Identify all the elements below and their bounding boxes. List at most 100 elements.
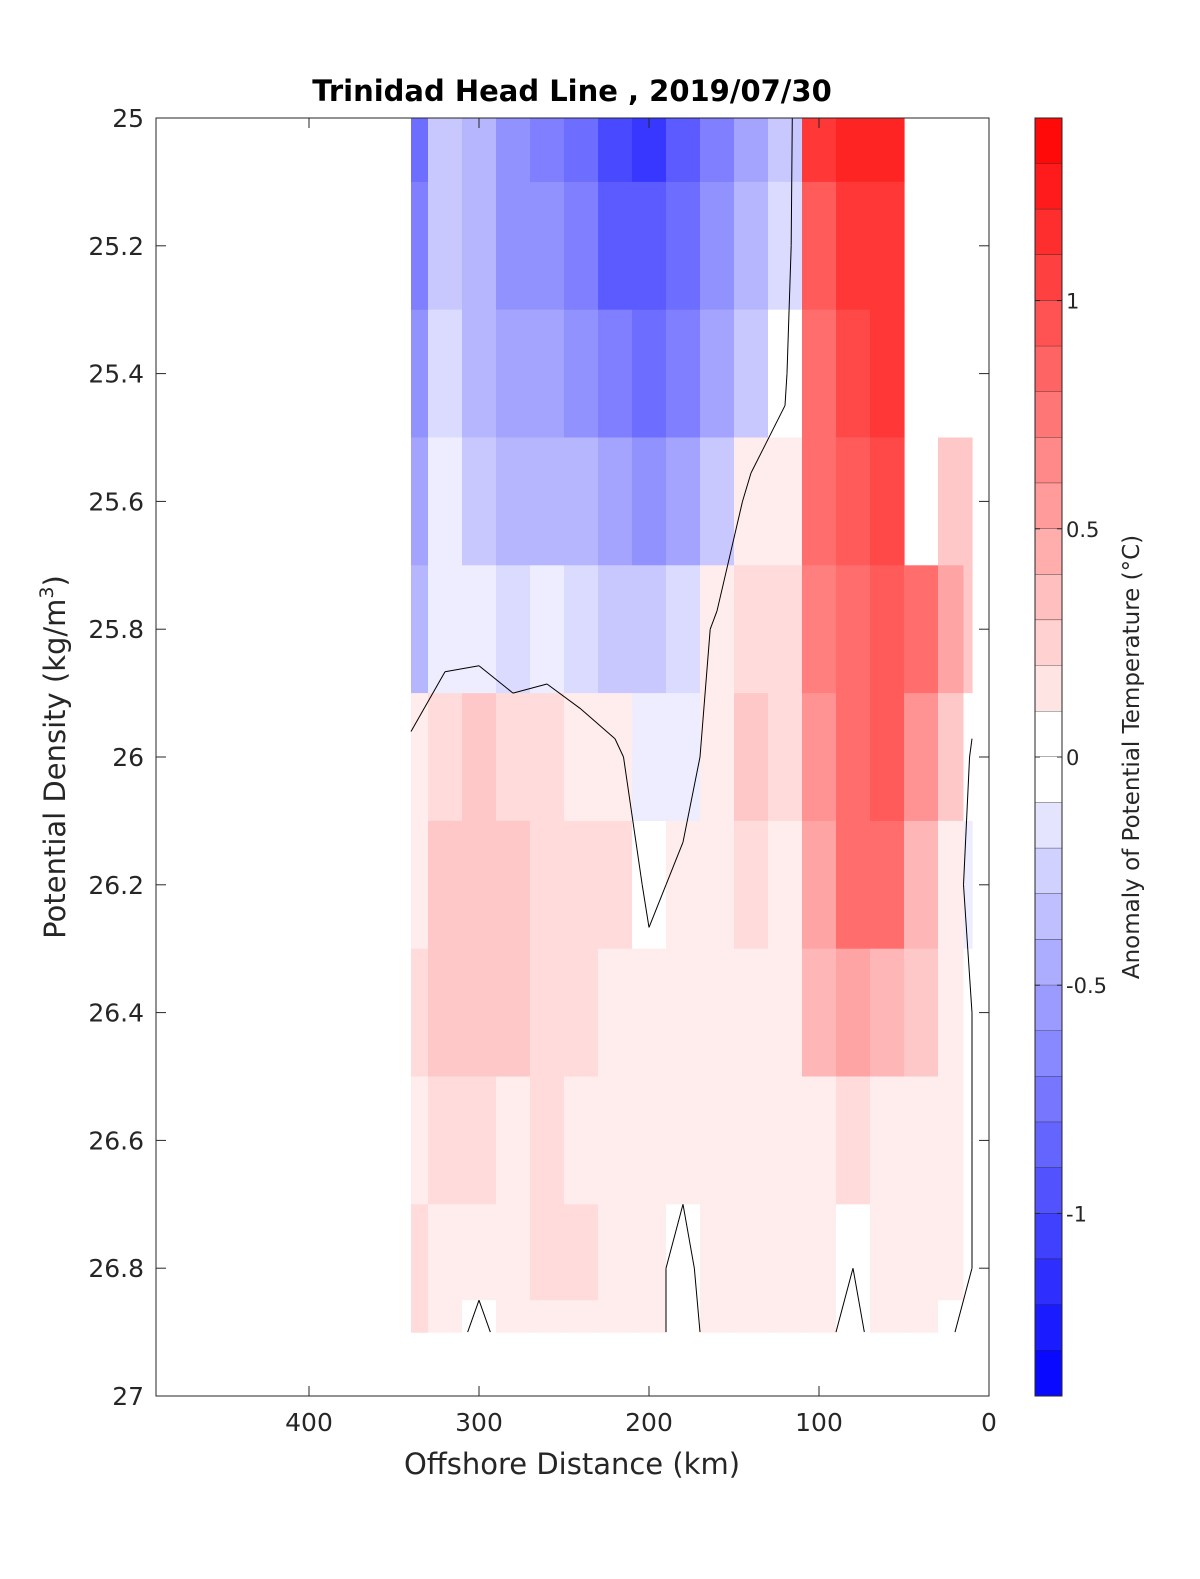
heatmap-cell <box>802 1300 837 1333</box>
heatmap-cell <box>632 181 667 311</box>
heatmap-cell <box>666 437 701 566</box>
heatmap-cell <box>870 309 905 439</box>
heatmap-cell <box>836 820 871 950</box>
heatmap-cell <box>496 118 531 183</box>
heatmap-cell <box>734 309 769 439</box>
heatmap-cell <box>963 565 973 694</box>
heatmap-cell <box>734 693 769 822</box>
heatmap-cell <box>666 565 701 694</box>
heatmap-cell <box>428 437 463 566</box>
heatmap-cell <box>428 181 463 311</box>
heatmap-cell <box>530 565 565 694</box>
heatmap-cell <box>632 565 667 694</box>
heatmap-cell <box>530 181 565 311</box>
heatmap-cell <box>462 1076 497 1205</box>
heatmap-cell <box>734 1300 769 1333</box>
heatmap-cell <box>496 948 531 1078</box>
zero-contour-segment <box>580 708 616 740</box>
zero-contour-segment <box>954 1268 973 1333</box>
zero-contour-segment <box>467 1299 480 1333</box>
heatmap-cell <box>768 565 803 694</box>
heatmap-cell <box>802 565 837 694</box>
heatmap-cell <box>411 820 429 950</box>
heatmap-cell <box>598 1076 633 1205</box>
colorbar-band <box>1035 209 1062 256</box>
heatmap-cell <box>734 437 769 566</box>
zero-contour-segment <box>963 756 971 885</box>
heatmap-cell <box>530 948 565 1078</box>
zero-contour-segment <box>682 1204 695 1269</box>
heatmap-cell <box>963 1300 973 1333</box>
colorbar-tick-label: -0.5 <box>1066 974 1107 998</box>
heatmap-cell <box>598 565 633 694</box>
heatmap-cell <box>496 820 531 950</box>
y-tick-label: 25.6 <box>88 487 144 516</box>
heatmap-cell <box>768 948 803 1078</box>
heatmap-cell <box>598 181 633 311</box>
heatmap-cell <box>904 693 939 822</box>
heatmap-cell <box>496 565 531 694</box>
y-axis-label: Potential Density (kg/m3) <box>36 575 72 939</box>
heatmap-cell <box>462 820 497 950</box>
heatmap-cell <box>411 437 429 566</box>
heatmap-cell <box>802 693 837 822</box>
colorbar-band <box>1035 848 1062 895</box>
heatmap-cell <box>963 820 973 950</box>
zero-contour-segment <box>478 665 514 694</box>
heatmap-cell <box>700 1204 735 1301</box>
heatmap-cell <box>598 820 633 950</box>
colorbar-band <box>1035 346 1062 393</box>
heatmap-cell <box>768 437 803 566</box>
zero-contour-segment <box>969 738 973 758</box>
heatmap-cell <box>666 181 701 311</box>
heatmap-cell <box>564 181 599 311</box>
heatmap-cell <box>530 820 565 950</box>
heatmap-cell <box>768 820 803 950</box>
heatmap-cell <box>963 1204 973 1301</box>
heatmap-cell <box>496 181 531 311</box>
heatmap-cell <box>836 948 871 1078</box>
heatmap-cell <box>428 1076 463 1205</box>
heatmap-cell <box>768 309 803 439</box>
heatmap-cell <box>870 820 905 950</box>
heatmap-cell <box>632 1076 667 1205</box>
zero-contour-segment <box>546 683 582 710</box>
heatmap-cell <box>496 309 531 439</box>
heatmap-cell <box>411 118 429 183</box>
colorbar-band <box>1035 300 1062 347</box>
heatmap-cell <box>428 565 463 694</box>
x-axis-label: Offshore Distance (km) <box>404 1447 740 1481</box>
heatmap-cell <box>734 118 769 183</box>
heatmap-cell <box>734 181 769 311</box>
zero-contour-segment <box>682 756 701 843</box>
heatmap-cell <box>411 1300 429 1333</box>
heatmap-cell <box>768 1300 803 1333</box>
heatmap-cells <box>411 118 973 1333</box>
zero-contour <box>410 118 973 1333</box>
heatmap-cell <box>870 693 905 822</box>
heatmap-cell <box>666 1076 701 1205</box>
heatmap-cell <box>496 1300 531 1333</box>
zero-contour-segment <box>750 405 786 474</box>
heatmap-cell <box>938 1076 965 1205</box>
zero-contour-segment <box>665 842 684 885</box>
heatmap-cell <box>802 1204 837 1301</box>
zero-contour-segment <box>786 245 792 374</box>
heatmap-cell <box>904 1204 939 1301</box>
heatmap-cell <box>904 1300 939 1333</box>
colorbar-band <box>1035 893 1062 941</box>
zero-contour-segment <box>742 472 752 502</box>
colorbar-band <box>1035 483 1062 530</box>
colorbar-band <box>1035 1350 1062 1397</box>
heatmap-cell <box>530 1300 565 1333</box>
heatmap-cell <box>666 693 701 822</box>
heatmap-cell <box>734 565 769 694</box>
colorbar-tick-label: 0.5 <box>1066 518 1099 542</box>
colorbar-label: Anomaly of Potential Temperature (°C) <box>1119 535 1145 979</box>
x-tick-label: 400 <box>285 1408 333 1437</box>
heatmap-cell <box>632 118 667 183</box>
heatmap-cell <box>666 118 701 183</box>
zero-contour-segment <box>648 884 667 928</box>
heatmap-cell <box>530 437 565 566</box>
colorbar-band <box>1035 528 1062 575</box>
